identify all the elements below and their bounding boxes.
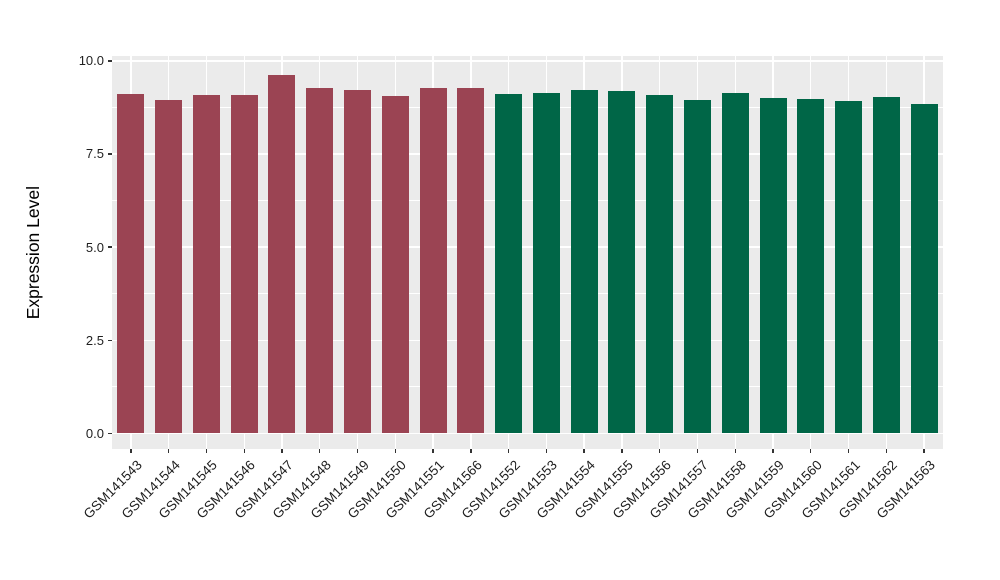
- x-tick-mark: [847, 449, 850, 453]
- bar-GSM141566: [457, 88, 485, 434]
- bar-GSM141560: [797, 99, 825, 434]
- y-tick-label: 0.0: [85, 425, 104, 441]
- y-tick-mark: [108, 153, 112, 155]
- x-tick-mark: [243, 449, 245, 453]
- bar-GSM141562: [872, 96, 900, 434]
- gridline-major: [112, 246, 943, 248]
- y-tick-label: 5.0: [85, 239, 104, 255]
- x-tick-mark: [772, 449, 774, 453]
- bar-GSM141549: [344, 90, 372, 434]
- bar-GSM141557: [683, 99, 711, 434]
- bar-GSM141551: [419, 88, 447, 434]
- x-tick-mark: [281, 449, 283, 453]
- bar-GSM141555: [608, 90, 636, 434]
- bar-GSM141543: [117, 94, 145, 434]
- x-tick-mark: [356, 449, 359, 453]
- y-axis-title: Expression Level: [20, 56, 46, 449]
- x-tick-mark: [583, 449, 585, 453]
- x-tick-mark: [319, 449, 321, 453]
- bar-GSM141559: [759, 97, 787, 434]
- bar-GSM141544: [155, 99, 183, 434]
- bar-GSM141545: [192, 95, 220, 434]
- y-tick-mark: [108, 339, 112, 341]
- gridline-major: [112, 60, 943, 62]
- x-tick-mark: [130, 449, 132, 453]
- x-tick-mark: [470, 449, 472, 453]
- x-tick-mark: [621, 449, 623, 453]
- y-tick-mark: [108, 60, 112, 62]
- gridline-major: [112, 153, 943, 155]
- gridline-major: [112, 432, 943, 435]
- y-tick-mark: [108, 246, 112, 248]
- gridline-minor: [112, 386, 943, 388]
- bar-GSM141563: [910, 104, 938, 434]
- bar-GSM141554: [570, 89, 598, 434]
- y-tick-label: 10.0: [78, 53, 104, 69]
- y-tick-label: 7.5: [85, 146, 104, 162]
- x-tick-mark: [696, 449, 699, 453]
- bar-GSM141553: [532, 92, 560, 434]
- gridline-minor: [112, 107, 943, 108]
- x-tick-mark: [432, 449, 434, 453]
- bar-GSM141546: [230, 95, 258, 434]
- x-tick-mark: [507, 449, 510, 453]
- x-tick-mark: [810, 449, 812, 453]
- x-tick-mark: [167, 449, 170, 453]
- x-tick-mark: [659, 449, 661, 453]
- bar-GSM141547: [268, 74, 296, 434]
- y-axis-title-text: Expression Level: [22, 185, 43, 320]
- y-tick-label: 2.5: [85, 332, 104, 348]
- gridline-major: [112, 339, 943, 341]
- plot-panel: [112, 56, 943, 449]
- bar-GSM141550: [381, 95, 409, 434]
- bar-GSM141561: [835, 101, 863, 434]
- bar-GSM141552: [495, 93, 523, 434]
- x-tick-mark: [545, 449, 548, 453]
- bar-GSM141558: [721, 92, 749, 434]
- gridline-minor: [112, 293, 943, 294]
- x-tick-mark: [923, 449, 925, 453]
- x-tick-mark: [734, 449, 736, 453]
- y-tick-mark: [108, 432, 112, 435]
- x-tick-mark: [885, 449, 888, 453]
- bar-GSM141556: [646, 95, 674, 434]
- bar-GSM141548: [306, 87, 334, 434]
- x-tick-mark: [394, 449, 396, 453]
- gridline-minor: [112, 200, 943, 201]
- x-tick-mark: [205, 449, 208, 453]
